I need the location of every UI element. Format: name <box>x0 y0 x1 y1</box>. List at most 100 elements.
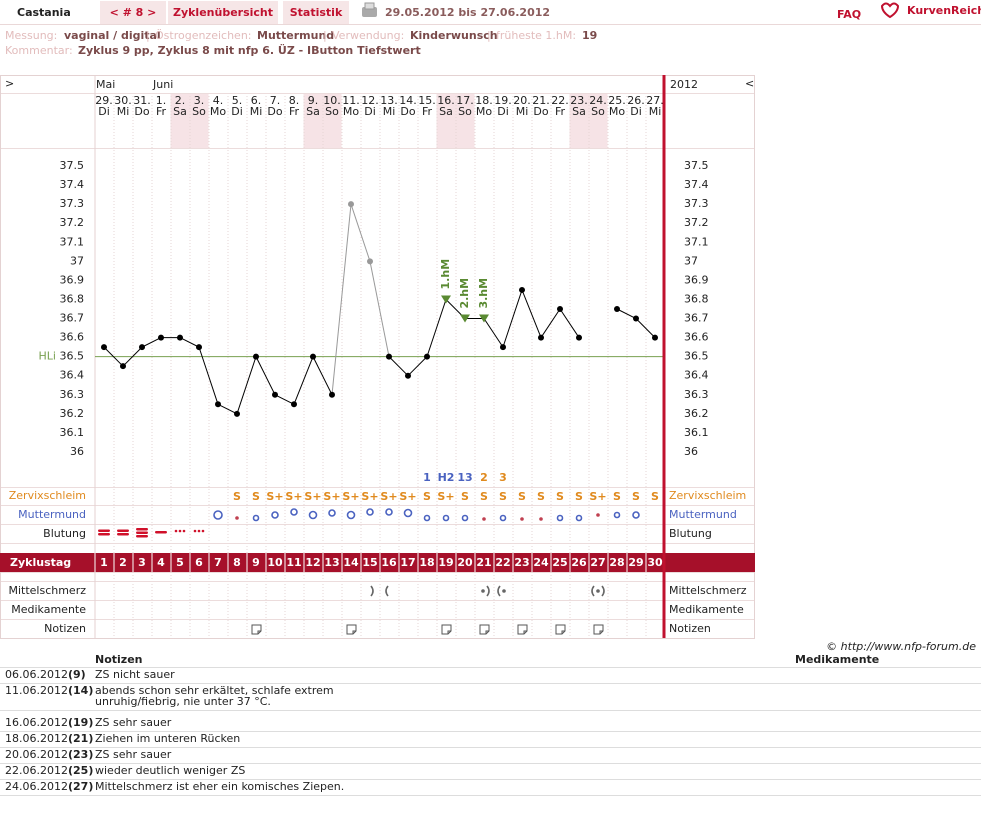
y-tick-label: 36.3 <box>60 388 85 401</box>
date-label: 9. <box>308 94 319 107</box>
weekend-shade <box>322 93 342 148</box>
cycle-day: 1 <box>100 556 108 569</box>
cervix-icon <box>556 514 564 522</box>
temp-segment <box>502 289 523 348</box>
mucus-mark: S <box>651 490 659 503</box>
nav-prev[interactable]: < <box>745 77 754 90</box>
cervix-icon <box>539 517 543 521</box>
bleeding-dot <box>178 529 182 533</box>
weekday-label: Di <box>231 105 243 118</box>
tab[interactable]: Zyklenübersicht <box>173 6 273 19</box>
copyright: © http://www.nfp-forum.de <box>826 640 976 653</box>
mucus-mark: S+ <box>266 490 283 503</box>
note-date: 11.06.2012 <box>5 684 68 697</box>
row-label: Notizen <box>669 622 711 635</box>
mucus-mark: S <box>613 490 621 503</box>
mucus-mark: S <box>575 490 583 503</box>
weekday-label: Di <box>497 105 509 118</box>
cycle-day: 8 <box>233 556 241 569</box>
mucus-mark: S+ <box>399 490 416 503</box>
note-icon[interactable] <box>346 624 357 635</box>
note-date: 18.06.2012 <box>5 732 68 745</box>
temp-point <box>329 391 335 398</box>
weekday-label: Do <box>134 105 149 118</box>
info-label: Östrogenzeichen: <box>155 29 252 42</box>
weekday-label: Mo <box>476 105 492 118</box>
cycle-day: 7 <box>214 556 222 569</box>
cycle-day: 10 <box>267 556 283 569</box>
note-icon[interactable] <box>555 624 566 635</box>
y-tick-label-right: 36.3 <box>684 388 709 401</box>
info-label: Verwendung: <box>332 29 404 42</box>
date-label: 27. <box>646 94 664 107</box>
temp-segment <box>179 337 200 348</box>
y-tick-label: 36 <box>70 445 84 458</box>
date-label: 30. <box>114 94 132 107</box>
cervix-icon <box>328 509 336 517</box>
bleeding-dot <box>201 529 205 533</box>
date-label: 3. <box>194 94 205 107</box>
y-tick-label: 37.2 <box>60 216 85 229</box>
date-label: 11. <box>342 94 360 107</box>
date-label: 4. <box>213 94 224 107</box>
info-value: Kinderwunsch <box>410 29 498 42</box>
row-label: Mittelschmerz <box>8 584 86 597</box>
bleeding-icon <box>117 533 129 536</box>
tab[interactable]: Statistik <box>290 6 343 19</box>
note-icon[interactable] <box>441 624 452 635</box>
note-icon[interactable] <box>479 624 490 635</box>
date-label: 6. <box>251 94 262 107</box>
date-label: 26. <box>627 94 645 107</box>
note-icon[interactable] <box>517 624 528 635</box>
month-label: Mai <box>96 78 115 91</box>
temp-point <box>633 315 639 322</box>
date-label: 29. <box>95 94 113 107</box>
bleeding-dot <box>182 529 186 533</box>
note-icon[interactable] <box>593 624 604 635</box>
cycle-day-band <box>0 553 755 572</box>
temp-point <box>519 286 525 293</box>
cervix-icon <box>403 508 413 518</box>
note-text: Ziehen im unteren Rücken <box>95 732 240 745</box>
note-date: 16.06.2012 <box>5 716 68 729</box>
row-label: Blutung <box>669 527 712 540</box>
hm-marker <box>441 295 451 304</box>
tab-bg <box>168 1 278 24</box>
temp-point <box>557 306 563 312</box>
cervix-icon <box>423 514 431 522</box>
bleeding-icon <box>136 535 148 538</box>
weekday-label: So <box>591 105 605 118</box>
temp-segment <box>312 356 333 395</box>
row-label: Muttermund <box>669 508 737 521</box>
y-tick-label-right: 37.4 <box>684 178 709 191</box>
weekend-shade <box>455 93 475 148</box>
cervix-icon <box>461 514 469 522</box>
note-date: 06.06.2012 <box>5 668 68 681</box>
mucus-mark: S+ <box>285 490 302 503</box>
coverline-label: HLi <box>39 350 56 363</box>
bleeding-dot <box>174 529 178 533</box>
note-text: ZS sehr sauer <box>95 716 172 729</box>
temp-segment <box>426 299 447 357</box>
hm-marker <box>460 314 470 323</box>
cervix-icon <box>366 508 374 516</box>
cycle-nav[interactable]: < # 8 > <box>110 6 157 19</box>
tab-bg <box>100 1 166 24</box>
bleeding-icon <box>136 528 148 531</box>
info-label: Messung: <box>5 29 57 42</box>
cycle-day: 4 <box>157 556 165 569</box>
row-label: Notizen <box>44 622 86 635</box>
cycle-day: 24 <box>533 556 549 569</box>
nav-next[interactable]: > <box>5 77 14 90</box>
temp-segment <box>521 289 542 338</box>
temp-segment <box>388 356 409 377</box>
y-tick-label-right: 36.2 <box>684 407 709 420</box>
faq-link[interactable]: FAQ <box>837 8 861 21</box>
note-icon[interactable] <box>251 624 262 635</box>
mucus-mark: S <box>252 490 260 503</box>
weekend-shade <box>588 93 608 148</box>
bleeding-icon <box>136 531 148 534</box>
cycle-day: 11 <box>286 556 301 569</box>
date-label: 13. <box>380 94 398 107</box>
bleeding-icon <box>98 529 110 532</box>
